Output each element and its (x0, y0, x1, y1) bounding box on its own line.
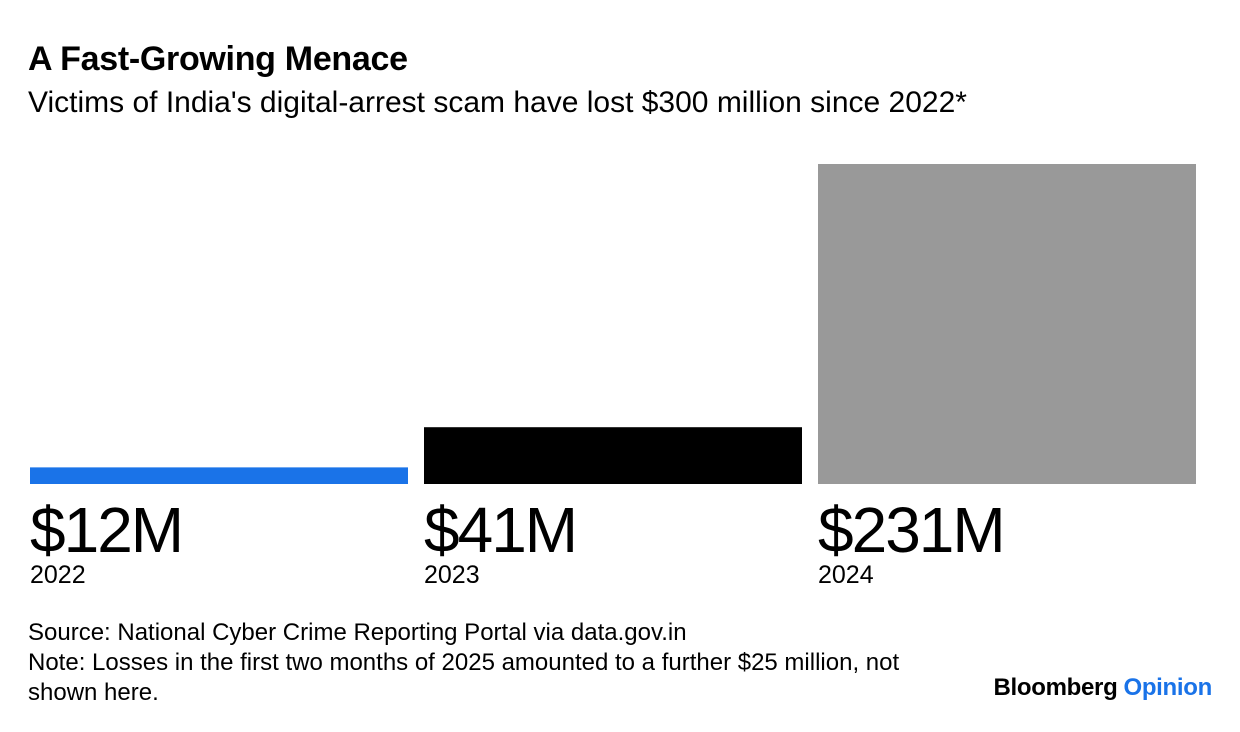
category-label-2024: 2024 (818, 561, 874, 589)
bar-2023 (424, 427, 802, 484)
brand-name: Bloomberg (993, 674, 1118, 701)
value-label-2023: $41M (424, 494, 576, 566)
chart-subtitle: Victims of India's digital-arrest scam h… (28, 86, 967, 119)
source-note: Source: National Cyber Crime Reporting P… (28, 619, 687, 646)
brand-logo: Bloomberg Opinion (993, 674, 1212, 702)
brand-section: Opinion (1123, 674, 1212, 701)
value-label-2024: $231M (818, 494, 1004, 566)
value-label-2022: $12M (30, 494, 182, 566)
bar-2022 (30, 467, 408, 484)
category-label-2022: 2022 (30, 561, 86, 589)
chart-footer: Source: National Cyber Crime Reporting P… (28, 618, 928, 708)
category-label-2023: 2023 (424, 561, 480, 589)
chart-title: A Fast-Growing Menace (28, 40, 408, 78)
bar-2024 (818, 164, 1196, 484)
footnote: Note: Losses in the first two months of … (28, 649, 900, 706)
